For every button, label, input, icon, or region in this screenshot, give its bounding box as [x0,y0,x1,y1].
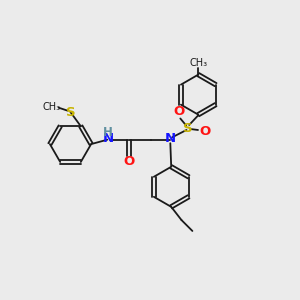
Text: S: S [66,106,75,118]
Text: O: O [173,105,184,118]
Text: N: N [102,132,113,145]
Text: O: O [200,125,211,138]
Text: CH₃: CH₃ [43,102,61,112]
Text: N: N [165,132,176,145]
Text: H: H [103,125,113,139]
Text: CH₃: CH₃ [189,58,207,68]
Text: O: O [124,155,135,168]
Text: S: S [183,122,193,135]
